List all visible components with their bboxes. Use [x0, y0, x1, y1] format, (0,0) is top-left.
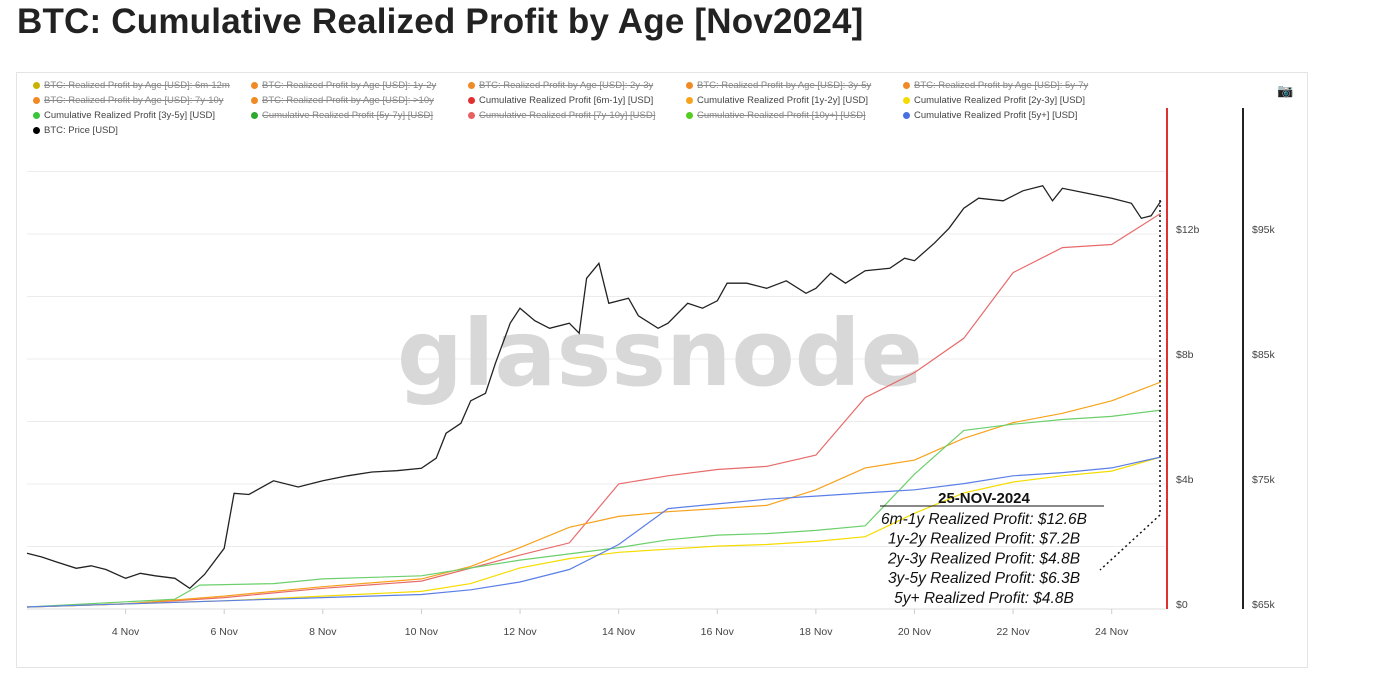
- legend-label: Cumulative Realized Profit [5y-7y] [USD]: [262, 110, 434, 121]
- legend-marker-icon: [33, 82, 40, 89]
- right-y-tick-label: $75k: [1252, 474, 1276, 486]
- x-tick-label: 6 Nov: [210, 626, 238, 638]
- legend-label: BTC: Realized Profit by Age [USD]: 1y-2y: [262, 80, 437, 91]
- annotation-line: 6m-1y Realized Profit: $12.6B: [881, 511, 1087, 528]
- legend-item[interactable]: BTC: Realized Profit by Age [USD]: >10y: [251, 95, 434, 106]
- x-tick-label: 14 Nov: [602, 626, 636, 638]
- legend-label: Cumulative Realized Profit [5y+] [USD]: [914, 110, 1078, 121]
- x-tick-label: 16 Nov: [701, 626, 735, 638]
- annotation-line: 3y-5y Realized Profit: $6.3B: [888, 570, 1080, 587]
- legend-marker-icon: [468, 112, 475, 119]
- left-y-tick-label: $12b: [1176, 224, 1200, 236]
- series-line-0: [26, 212, 1162, 608]
- camera-icon[interactable]: 📷: [1277, 83, 1294, 98]
- legend-marker-icon: [903, 97, 910, 104]
- legend-label: BTC: Realized Profit by Age [USD]: 7y-10…: [44, 95, 224, 106]
- legend-marker-icon: [686, 97, 693, 104]
- chart-panel: [16, 72, 1308, 668]
- legend-label: BTC: Realized Profit by Age [USD]: 6m-12…: [44, 80, 230, 91]
- left-y-tick-label: $0: [1176, 599, 1188, 611]
- right-y-tick-label: $65k: [1252, 599, 1276, 611]
- legend-item[interactable]: Cumulative Realized Profit [5y+] [USD]: [903, 110, 1077, 121]
- page-title: BTC: Cumulative Realized Profit by Age […: [17, 2, 864, 41]
- legend-item[interactable]: BTC: Realized Profit by Age [USD]: 7y-10…: [33, 95, 224, 106]
- left-y-tick-label: $8b: [1176, 349, 1194, 361]
- legend-marker-icon: [33, 97, 40, 104]
- legend-marker-icon: [251, 112, 258, 119]
- x-tick-label: 22 Nov: [996, 626, 1030, 638]
- legend-item[interactable]: BTC: Realized Profit by Age [USD]: 5y-7y: [903, 80, 1088, 91]
- legend-label: Cumulative Realized Profit [2y-3y] [USD]: [914, 95, 1086, 106]
- series-line-5: [26, 184, 1162, 590]
- legend-label: Cumulative Realized Profit [7y-10y] [USD…: [479, 110, 656, 121]
- legend-item[interactable]: Cumulative Realized Profit [10y+] [USD]: [686, 110, 866, 121]
- legend-label: BTC: Realized Profit by Age [USD]: >10y: [262, 95, 434, 106]
- right-y-tick-label: $85k: [1252, 349, 1276, 361]
- legend-marker-icon: [468, 97, 475, 104]
- legend-item[interactable]: BTC: Realized Profit by Age [USD]: 3y-5y: [686, 80, 871, 91]
- legend-label: BTC: Realized Profit by Age [USD]: 3y-5y: [697, 80, 872, 91]
- legend-label: Cumulative Realized Profit [1y-2y] [USD]: [697, 95, 869, 106]
- legend-marker-icon: [903, 112, 910, 119]
- right-y-tick-label: $95k: [1252, 224, 1276, 236]
- legend-label: Cumulative Realized Profit [3y-5y] [USD]: [44, 110, 216, 121]
- annotation-date: 25-NOV-2024: [938, 490, 1030, 507]
- x-tick-label: 20 Nov: [898, 626, 932, 638]
- left-y-tick-label: $4b: [1176, 474, 1194, 486]
- legend-marker-icon: [33, 127, 40, 134]
- legend-marker-icon: [251, 97, 258, 104]
- legend-item[interactable]: Cumulative Realized Profit [5y-7y] [USD]: [251, 110, 433, 121]
- x-tick-label: 4 Nov: [112, 626, 140, 638]
- legend-marker-icon: [468, 82, 475, 89]
- legend-item[interactable]: BTC: Price [USD]: [33, 125, 118, 136]
- annotation-line: 1y-2y Realized Profit: $7.2B: [888, 531, 1080, 548]
- x-tick-label: 18 Nov: [799, 626, 833, 638]
- legend-label: Cumulative Realized Profit [10y+] [USD]: [697, 110, 866, 121]
- series-line-4: [26, 456, 1162, 608]
- x-tick-label: 12 Nov: [503, 626, 537, 638]
- legend-item[interactable]: Cumulative Realized Profit [2y-3y] [USD]: [903, 95, 1085, 106]
- legend-marker-icon: [686, 82, 693, 89]
- x-tick-label: 8 Nov: [309, 626, 337, 638]
- series-line-3: [26, 409, 1162, 608]
- legend-label: BTC: Realized Profit by Age [USD]: 2y-3y: [479, 80, 654, 91]
- legend-item[interactable]: Cumulative Realized Profit [3y-5y] [USD]: [33, 110, 215, 121]
- legend-item[interactable]: Cumulative Realized Profit [6m-1y] [USD]: [468, 95, 653, 106]
- legend-marker-icon: [686, 112, 693, 119]
- annotation-pointer: [1099, 200, 1161, 571]
- legend-label: BTC: Price [USD]: [44, 125, 118, 136]
- legend-item[interactable]: Cumulative Realized Profit [1y-2y] [USD]: [686, 95, 868, 106]
- legend-marker-icon: [903, 82, 910, 89]
- legend-label: BTC: Realized Profit by Age [USD]: 5y-7y: [914, 80, 1089, 91]
- legend-item[interactable]: Cumulative Realized Profit [7y-10y] [USD…: [468, 110, 655, 121]
- series-line-2: [26, 456, 1162, 608]
- legend-item[interactable]: BTC: Realized Profit by Age [USD]: 2y-3y: [468, 80, 653, 91]
- legend-label: Cumulative Realized Profit [6m-1y] [USD]: [479, 95, 654, 106]
- annotation-line: 2y-3y Realized Profit: $4.8B: [887, 550, 1080, 567]
- x-tick-label: 10 Nov: [405, 626, 439, 638]
- legend-item[interactable]: BTC: Realized Profit by Age [USD]: 1y-2y: [251, 80, 436, 91]
- watermark: glassnode: [397, 300, 923, 407]
- annotation-line: 5y+ Realized Profit: $4.8B: [894, 590, 1074, 607]
- x-tick-label: 24 Nov: [1095, 626, 1129, 638]
- legend-item[interactable]: BTC: Realized Profit by Age [USD]: 6m-12…: [33, 80, 230, 91]
- legend-marker-icon: [251, 82, 258, 89]
- legend-marker-icon: [33, 112, 40, 119]
